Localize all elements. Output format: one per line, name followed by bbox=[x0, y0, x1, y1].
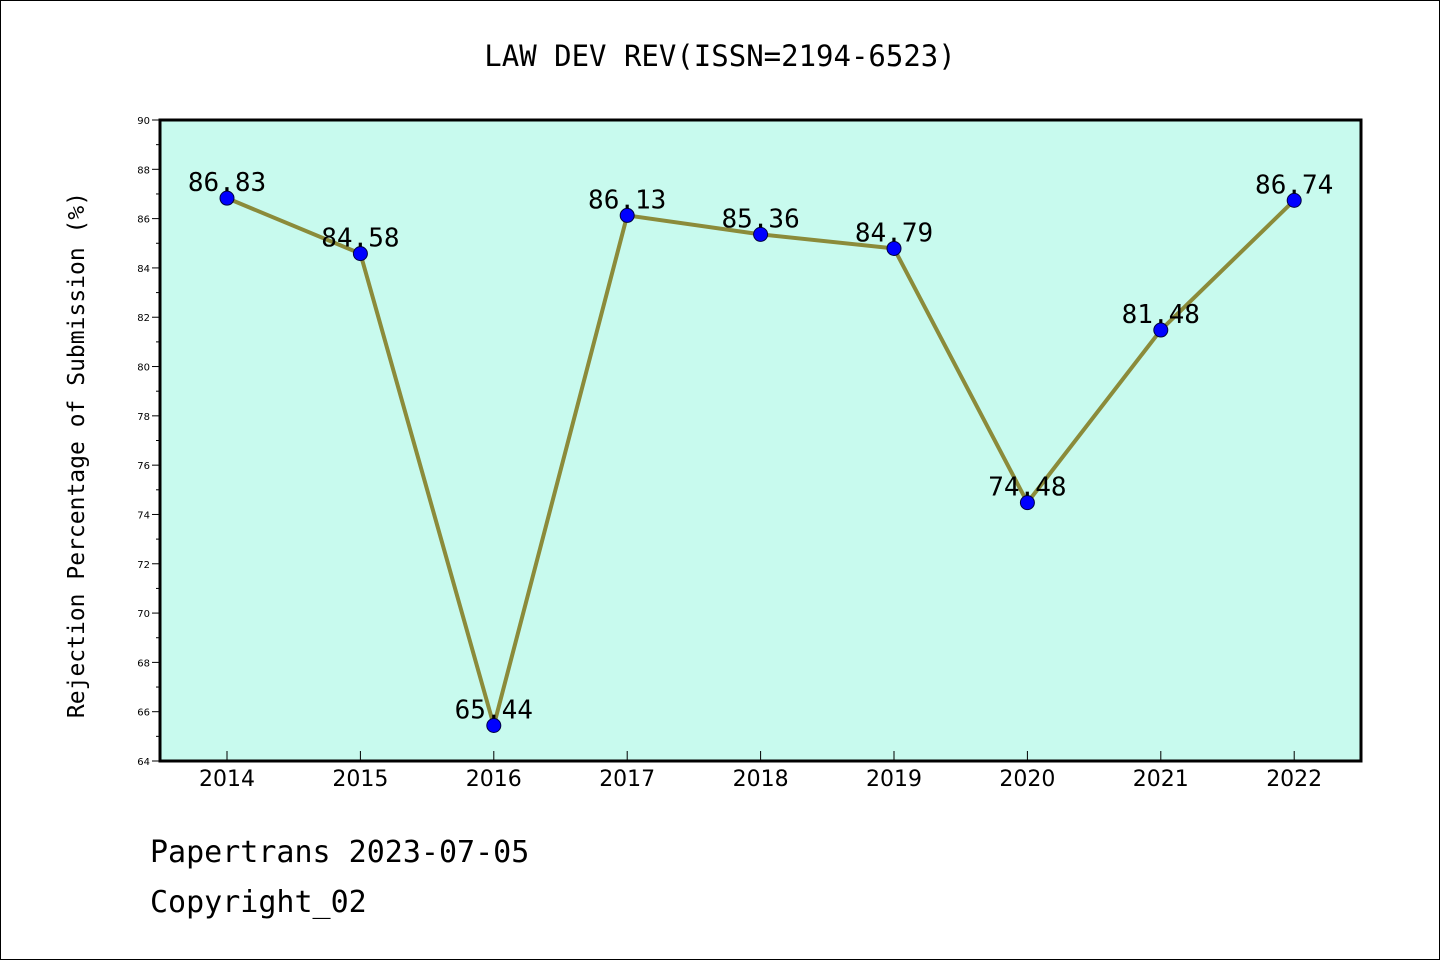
y-tick-label: 74 bbox=[137, 510, 150, 521]
x-tick-label: 2018 bbox=[733, 767, 789, 792]
plot-area bbox=[158, 118, 1363, 763]
data-point-2019 bbox=[886, 240, 902, 256]
y-tick-label: 64 bbox=[137, 757, 150, 768]
y-tick-label: 76 bbox=[137, 461, 150, 472]
y-tick-label: 86 bbox=[137, 215, 150, 226]
y-tick-label: 82 bbox=[137, 313, 150, 324]
x-tick-label: 2022 bbox=[1266, 767, 1322, 792]
y-tick-label: 72 bbox=[137, 560, 150, 571]
data-label-2020: 74.48 bbox=[988, 473, 1066, 503]
data-point-2016 bbox=[486, 717, 502, 733]
data-point-2015 bbox=[352, 246, 368, 262]
data-point-2020 bbox=[1019, 495, 1035, 511]
data-label-2019: 84.79 bbox=[855, 218, 933, 248]
x-tick-label: 2017 bbox=[599, 767, 655, 792]
y-tick-label: 78 bbox=[137, 412, 150, 423]
y-tick-label: 70 bbox=[137, 609, 150, 620]
x-tick-label: 2020 bbox=[999, 767, 1055, 792]
chart-title: LAW DEV REV(ISSN=2194-6523) bbox=[484, 39, 955, 73]
data-label-2017: 86.13 bbox=[588, 185, 666, 215]
x-tick-label: 2016 bbox=[466, 767, 522, 792]
data-point-2022 bbox=[1286, 192, 1302, 208]
y-tick-label: 68 bbox=[137, 658, 150, 669]
y-tick-label: 66 bbox=[137, 708, 150, 719]
footer-source: Papertrans 2023-07-05 bbox=[150, 835, 530, 870]
x-axis: 2014 2015 2016 2017 2018 2019 2020 2021 2022 bbox=[199, 751, 1322, 792]
data-point-2017 bbox=[619, 207, 635, 223]
data-label-2018: 85.36 bbox=[721, 204, 799, 234]
y-tick-label: 90 bbox=[137, 116, 150, 127]
data-label-2016: 65.44 bbox=[455, 695, 533, 725]
data-series: 86.83 84.58 65.44 86.13 85.36 84.79 74.48 81.48… bbox=[188, 168, 1333, 733]
data-label-2022: 86.74 bbox=[1255, 170, 1333, 200]
y-axis-label: Rejection Percentage of Submission (%) bbox=[64, 192, 90, 718]
data-point-2021 bbox=[1153, 322, 1169, 338]
y-axis: 64 66 68 70 72 74 76 78 80 82 84 86 88 90 bbox=[137, 116, 160, 768]
x-tick-label: 2014 bbox=[199, 767, 255, 792]
x-tick-label: 2015 bbox=[332, 767, 388, 792]
data-label-2015: 84.58 bbox=[321, 224, 399, 254]
data-point-2014 bbox=[219, 190, 235, 206]
x-tick-label: 2021 bbox=[1133, 767, 1189, 792]
y-tick-label: 80 bbox=[137, 363, 150, 374]
x-tick-label: 2019 bbox=[866, 767, 922, 792]
data-label-2021: 81.48 bbox=[1122, 300, 1200, 330]
data-label-2014: 86.83 bbox=[188, 168, 266, 198]
y-tick-label: 84 bbox=[137, 264, 150, 275]
data-point-2018 bbox=[753, 226, 769, 242]
footer-copyright: Copyright_02 bbox=[150, 885, 367, 920]
y-tick-label: 88 bbox=[137, 165, 150, 176]
